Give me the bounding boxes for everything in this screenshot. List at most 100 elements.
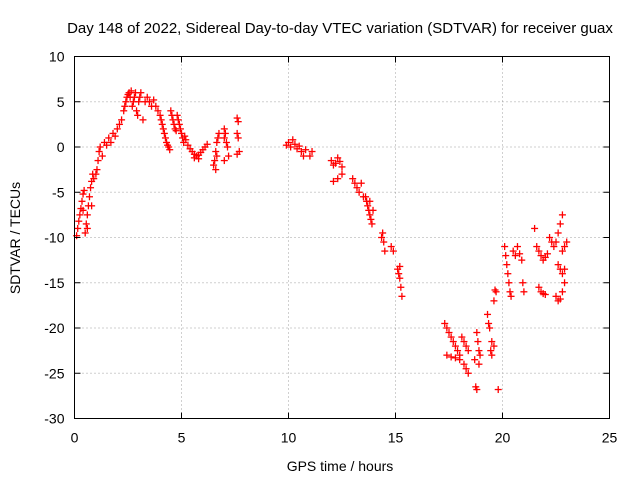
data-point — [299, 152, 307, 160]
data-point — [81, 229, 89, 237]
data-point — [473, 386, 481, 394]
data-point — [137, 89, 145, 97]
x-tick-label: 25 — [602, 430, 618, 446]
data-point — [535, 283, 543, 291]
data-point — [491, 286, 499, 294]
data-point — [558, 270, 566, 278]
data-point — [520, 288, 528, 296]
data-point — [83, 211, 91, 219]
data-point — [338, 163, 346, 171]
data-point — [561, 265, 569, 273]
data-point — [556, 220, 564, 228]
data-point — [554, 229, 562, 237]
chart-title: Day 148 of 2022, Sidereal Day-to-day VTE… — [67, 20, 613, 37]
x-tick-label: 5 — [178, 430, 186, 446]
y-tick-label: -20 — [44, 320, 64, 336]
data-point — [285, 138, 292, 146]
data-point — [181, 132, 189, 140]
data-point — [302, 146, 310, 154]
data-point — [364, 202, 372, 210]
data-point — [441, 319, 449, 327]
data-point — [210, 161, 218, 169]
data-point — [449, 338, 457, 346]
data-point — [287, 143, 295, 151]
data-point — [475, 360, 483, 368]
data-point — [332, 159, 340, 167]
data-point — [220, 157, 228, 165]
data-point — [133, 107, 141, 115]
data-point — [381, 247, 389, 255]
data-point — [329, 177, 337, 185]
data-point — [105, 134, 113, 142]
data-point — [355, 188, 363, 196]
data-point — [558, 247, 566, 255]
data-point — [369, 206, 377, 214]
data-point — [212, 166, 220, 174]
data-point — [80, 186, 88, 194]
x-tick-label: 15 — [388, 430, 404, 446]
data-point — [357, 179, 365, 187]
data-point — [563, 238, 571, 246]
data-point — [297, 148, 305, 156]
data-point — [366, 197, 374, 205]
data-point — [398, 292, 406, 300]
data-point — [327, 157, 335, 165]
data-point — [518, 256, 526, 264]
data-point — [115, 120, 123, 128]
data-point — [74, 224, 82, 232]
data-point — [111, 132, 119, 140]
data-point — [552, 238, 560, 246]
data-point — [552, 292, 560, 300]
data-point — [295, 142, 303, 150]
data-point — [98, 152, 106, 160]
data-point — [503, 261, 511, 269]
data-point — [454, 347, 462, 355]
data-point — [79, 190, 87, 198]
data-point — [504, 270, 512, 278]
data-point — [95, 148, 103, 156]
y-tick-label: -5 — [52, 184, 65, 200]
data-point — [82, 220, 90, 228]
data-point — [159, 125, 167, 133]
data-point — [378, 234, 386, 241]
data-point — [460, 338, 468, 346]
data-point — [447, 333, 455, 341]
data-point — [83, 224, 91, 232]
data-point — [182, 136, 190, 144]
y-tick-label: -15 — [44, 275, 64, 291]
axis-ticks: 0 5 10 15 20 25 -30 -25 -20 -15 -10 -5 0 5 10 — [44, 49, 617, 446]
data-point — [447, 353, 455, 361]
data-point — [291, 140, 299, 148]
data-point — [451, 354, 459, 362]
data-point — [445, 329, 453, 337]
data-point — [213, 138, 221, 146]
data-point — [93, 166, 101, 174]
data-point — [397, 283, 405, 291]
data-point — [220, 125, 228, 133]
data-point — [490, 342, 498, 350]
data-point — [451, 342, 459, 350]
data-point — [224, 143, 232, 151]
data-point — [505, 279, 513, 287]
data-point — [558, 211, 566, 219]
data-points — [73, 87, 571, 394]
data-point — [475, 347, 483, 355]
data-point — [511, 252, 519, 260]
data-point — [306, 152, 314, 160]
data-point — [212, 148, 220, 156]
data-point — [157, 116, 165, 124]
data-point — [561, 243, 569, 251]
data-point — [556, 295, 564, 303]
data-point — [136, 93, 144, 101]
data-point — [233, 150, 241, 158]
data-point — [336, 157, 344, 165]
data-point — [156, 111, 164, 119]
grid — [74, 56, 610, 419]
data-point — [456, 356, 464, 364]
data-point — [215, 129, 223, 137]
data-point — [516, 250, 524, 258]
data-point — [487, 347, 495, 355]
data-point — [120, 107, 128, 115]
data-point — [488, 338, 496, 346]
data-point — [173, 111, 181, 119]
